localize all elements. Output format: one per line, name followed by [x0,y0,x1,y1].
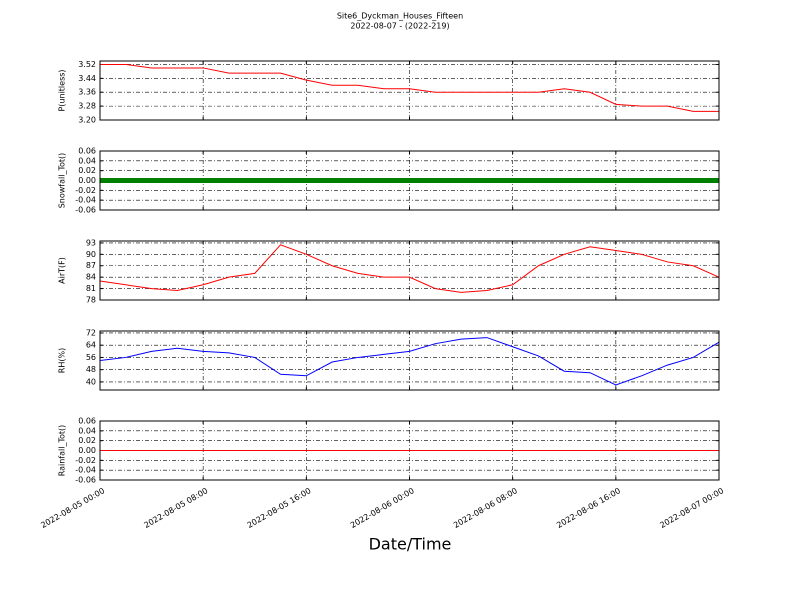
y-tick-label: 0.00 [78,176,96,185]
y-tick-label: 78 [86,296,96,305]
y-tick-label: -0.06 [75,206,96,215]
y-tick-label: 90 [86,250,96,259]
y-tick-label: 0.02 [78,436,96,445]
y-tick-label: 3.52 [78,60,96,69]
x-tick-label: 2022-08-06 16:00 [555,486,622,530]
y-tick-label: 0.04 [78,156,96,165]
y-tick-label: 0.00 [78,446,96,455]
data-line [99,244,720,293]
y-tick-label: 0.04 [78,426,96,435]
plot-frame [99,240,720,301]
y-axis-label: Rainfall_Tot() [58,425,67,477]
y-tick-label: 0.06 [78,147,96,156]
y-tick-label: 64 [86,341,96,350]
data-line [100,63,719,112]
plot-frame [99,60,720,121]
x-tick-label: 2022-08-05 08:00 [142,486,209,530]
y-tick-label: -0.06 [75,476,96,485]
y-tick-label: 0.02 [78,166,96,175]
x-tick-label: 2022-08-07 00:00 [658,486,725,530]
y-tick-label: -0.04 [75,466,96,475]
y-tick-label: 40 [86,377,96,386]
y-tick-label: 87 [86,261,96,270]
y-tick-label: 0.06 [78,417,96,426]
chart-title: Site6_Dyckman_Houses_Fifteen [337,12,463,21]
y-tick-label: 3.20 [78,116,96,125]
plot-frame [99,150,720,211]
x-tick-label: 2022-08-05 00:00 [39,486,106,530]
y-tick-label: 3.28 [78,102,96,111]
chart-subtitle: 2022-08-07 - (2022-219) [350,22,449,31]
y-tick-label: -0.04 [75,196,96,205]
y-tick-label: 93 [86,238,96,247]
x-tick-label: 2022-08-05 16:00 [246,486,313,530]
y-axis-label: AirT(F) [58,257,67,284]
y-axis-label: P(unitless) [58,69,67,111]
y-tick-label: 72 [86,328,96,337]
y-tick-label: 81 [86,284,96,293]
y-tick-label: 48 [86,365,96,374]
plot-frame [99,420,720,481]
plot-frame [99,330,720,391]
y-tick-label: 56 [86,353,96,362]
x-axis-label: Date/Time [369,535,452,554]
x-tick-label: 2022-08-06 00:00 [349,486,416,530]
y-tick-label: -0.02 [75,186,96,195]
x-tick-label: 2022-08-06 08:00 [452,486,519,530]
data-line [99,337,720,386]
y-tick-label: -0.02 [75,456,96,465]
y-axis-label: Snowfall_Tot() [58,153,67,209]
y-tick-label: 84 [86,273,96,282]
y-axis-label: RH(%) [58,348,67,373]
y-tick-label: 3.36 [78,88,96,97]
y-tick-label: 3.44 [78,74,96,83]
